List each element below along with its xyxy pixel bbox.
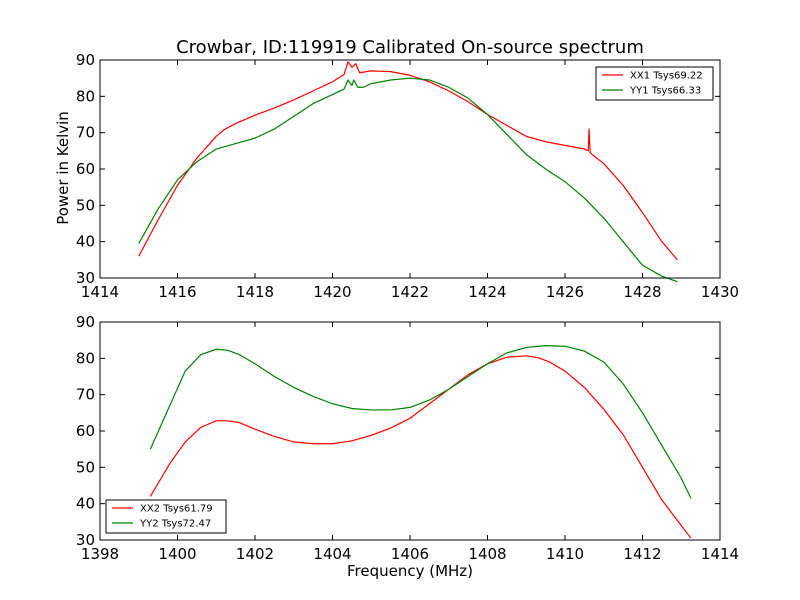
- legend-label: YY1 Tsys66.33: [629, 86, 701, 97]
- legend-box: [595, 66, 714, 101]
- x-tick-label: 1406: [391, 545, 429, 563]
- y-tick-label: 80: [76, 349, 95, 367]
- x-tick-label: 1426: [546, 283, 584, 301]
- legend-label: XX2 Tsys61.79: [140, 504, 213, 515]
- legend-label: YY2 Tsys72.47: [139, 519, 211, 530]
- y-tick-label: 70: [76, 124, 95, 142]
- x-tick-label: 1404: [313, 545, 351, 563]
- x-tick-label: 1398: [81, 545, 119, 563]
- y-tick-label: 50: [76, 196, 95, 214]
- legend-box: [105, 499, 227, 534]
- y-tick-label: 70: [76, 386, 95, 404]
- x-tick-label: 1412: [623, 545, 661, 563]
- legend: XX1 Tsys69.22 YY1 Tsys66.33: [595, 66, 714, 101]
- x-tick-label: 1430: [701, 283, 739, 301]
- x-tick-label: 1408: [468, 545, 506, 563]
- x-tick-label: 1428: [623, 283, 661, 301]
- chart-title: Crowbar, ID:119919 Calibrated On-source …: [176, 37, 644, 58]
- y-tick-label: 60: [76, 160, 95, 178]
- series-line-xx: [149, 355, 692, 539]
- x-tick-label: 1400: [158, 545, 196, 563]
- y-tick-label: 40: [76, 233, 95, 251]
- x-tick-label: 1422: [391, 283, 429, 301]
- y-tick-label: 40: [76, 495, 95, 513]
- y-tick-label: 60: [76, 422, 95, 440]
- y-tick-label: 80: [76, 87, 95, 105]
- y-tick-label: 90: [76, 51, 95, 69]
- y-tick-label: 30: [76, 531, 95, 549]
- y-tick-label: 30: [76, 269, 95, 287]
- y-tick-label: 50: [76, 458, 95, 476]
- series-line-xx: [138, 61, 678, 261]
- legend-label: XX1 Tsys69.22: [630, 71, 703, 82]
- x-axis-label: Frequency (MHz): [347, 562, 473, 580]
- legend: XX2 Tsys61.79 YY2 Tsys72.47: [105, 499, 227, 534]
- bottom-panel: 1398 1400 1402 1404 1406 1408 1410 1412 1414 30 40…: [76, 313, 739, 563]
- x-tick-label: 1424: [468, 283, 506, 301]
- x-tick-label: 1418: [236, 283, 274, 301]
- x-tick-label: 1410: [546, 545, 584, 563]
- y-axis-label: Power in Kelvin: [54, 111, 72, 225]
- x-tick-label: 1402: [236, 545, 274, 563]
- series-line-yy: [138, 77, 678, 283]
- series-line-yy: [149, 345, 692, 499]
- top-panel: 1414 1416 1418 1420 1422 1424 1426 1428 1430 30 40…: [76, 51, 739, 301]
- x-tick-label: 1414: [701, 545, 739, 563]
- y-tick-label: 90: [76, 313, 95, 331]
- x-tick-label: 1420: [313, 283, 351, 301]
- x-tick-label: 1414: [81, 283, 119, 301]
- x-tick-label: 1416: [158, 283, 196, 301]
